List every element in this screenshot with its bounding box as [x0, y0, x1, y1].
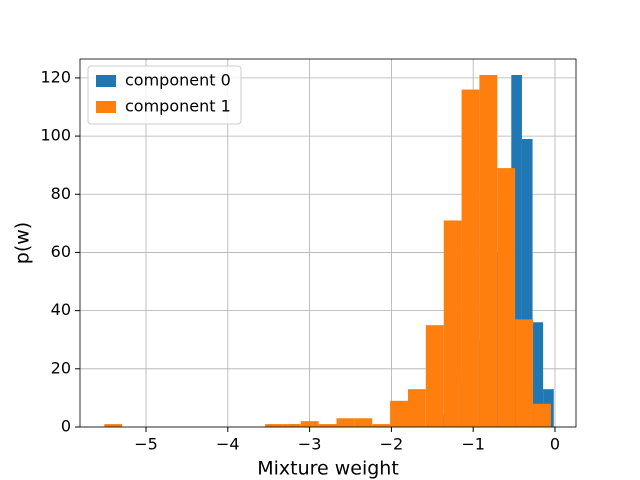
y-tick-label: 100 — [40, 126, 71, 145]
x-tick-label: 0 — [550, 435, 560, 454]
bar — [407, 389, 426, 427]
y-axis-label: p(w) — [12, 222, 34, 264]
bar — [497, 168, 516, 427]
legend-swatch — [96, 75, 116, 87]
y-tick-label: 40 — [51, 300, 71, 319]
bar — [443, 220, 462, 427]
bar — [318, 424, 337, 427]
bar — [354, 418, 373, 427]
bar — [282, 424, 301, 427]
bar — [336, 418, 355, 427]
y-tick-label: 0 — [61, 417, 71, 436]
bar — [461, 89, 480, 427]
legend: component 0 component 1 — [87, 65, 242, 125]
x-tick-label: −5 — [134, 435, 158, 454]
x-tick-label: −4 — [216, 435, 240, 454]
bar — [479, 75, 498, 427]
bar — [425, 325, 444, 427]
y-tick-label: 20 — [51, 358, 71, 377]
x-axis-label: Mixture weight — [257, 458, 399, 480]
legend-swatch — [96, 101, 116, 113]
plot-frame — [79, 58, 577, 428]
bar — [104, 424, 123, 427]
legend-label: component 0 — [125, 71, 231, 90]
bar — [533, 403, 551, 427]
bar — [511, 75, 522, 427]
bar — [300, 421, 319, 427]
x-tick-label: −1 — [461, 435, 485, 454]
bar — [372, 424, 391, 427]
legend-box — [87, 65, 242, 125]
bar — [532, 322, 544, 427]
bar — [521, 139, 533, 427]
y-tick-label: 80 — [51, 184, 71, 203]
bar — [390, 400, 408, 427]
bar — [265, 424, 283, 427]
bar — [515, 319, 534, 427]
x-tick-label: −2 — [380, 435, 404, 454]
y-tick-label: 120 — [40, 67, 71, 86]
legend-label: component 1 — [125, 97, 231, 116]
y-tick-label: 60 — [51, 242, 71, 261]
x-tick-label: −3 — [298, 435, 322, 454]
